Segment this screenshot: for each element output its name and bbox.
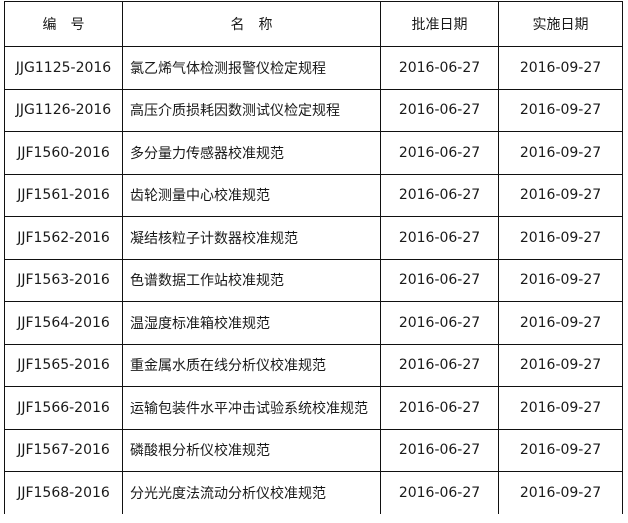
standards-table: 编 号 名 称 批准日期 实施日期 JJG1125-2016 氯乙烯气体检测报警仪… (4, 1, 623, 514)
table-row: JJF1563-2016 色谱数据工作站校准规范 2016-06-27 2016-09… (4, 258, 623, 302)
table-row: JJF1568-2016 分光光度法流动分析仪校准规范 2016-06-27 2016… (4, 471, 623, 514)
approval-date: 2016-06-27 (380, 386, 499, 430)
standard-number: JJG1125-2016 (4, 46, 123, 90)
header-approval-date: 批准日期 (380, 1, 499, 47)
approval-date: 2016-06-27 (380, 428, 499, 472)
standard-name: 温湿度标准箱校准规范 (122, 301, 381, 345)
standard-number: JJF1566-2016 (4, 386, 123, 430)
standard-number: JJF1565-2016 (4, 343, 123, 387)
effective-date: 2016-09-27 (498, 386, 623, 430)
effective-date: 2016-09-27 (498, 428, 623, 472)
standard-name: 多分量力传感器校准规范 (122, 131, 381, 175)
approval-date: 2016-06-27 (380, 131, 499, 175)
table-row: JJF1566-2016 运输包装件水平冲击试验系统校准规范 2016-06-27 2… (4, 386, 623, 430)
effective-date: 2016-09-27 (498, 46, 623, 90)
approval-date: 2016-06-27 (380, 88, 499, 132)
table-row: JJF1561-2016 齿轮测量中心校准规范 2016-06-27 2016-09-… (4, 173, 623, 217)
standard-name: 分光光度法流动分析仪校准规范 (122, 471, 381, 514)
table-row: JJF1565-2016 重金属水质在线分析仪校准规范 2016-06-27 2016… (4, 343, 623, 387)
standard-name: 凝结核粒子计数器校准规范 (122, 216, 381, 260)
effective-date: 2016-09-27 (498, 343, 623, 387)
standard-name: 氯乙烯气体检测报警仪检定规程 (122, 46, 381, 90)
standard-name: 高压介质损耗因数测试仪检定规程 (122, 88, 381, 132)
standard-number: JJF1568-2016 (4, 471, 123, 514)
standard-name: 重金属水质在线分析仪校准规范 (122, 343, 381, 387)
table-row: JJF1560-2016 多分量力传感器校准规范 2016-06-27 2016-09… (4, 131, 623, 175)
standard-number: JJF1561-2016 (4, 173, 123, 217)
effective-date: 2016-09-27 (498, 88, 623, 132)
standard-number: JJG1126-2016 (4, 88, 123, 132)
table-header-row: 编 号 名 称 批准日期 实施日期 (4, 1, 623, 47)
table-row: JJF1562-2016 凝结核粒子计数器校准规范 2016-06-27 2016-0… (4, 216, 623, 260)
standard-number: JJF1564-2016 (4, 301, 123, 345)
effective-date: 2016-09-27 (498, 301, 623, 345)
table-row: JJG1126-2016 高压介质损耗因数测试仪检定规程 2016-06-27 201… (4, 88, 623, 132)
standard-name: 齿轮测量中心校准规范 (122, 173, 381, 217)
standard-number: JJF1563-2016 (4, 258, 123, 302)
approval-date: 2016-06-27 (380, 471, 499, 514)
table-body: JJG1125-2016 氯乙烯气体检测报警仪检定规程 2016-06-27 2016… (4, 46, 623, 514)
table-row: JJG1125-2016 氯乙烯气体检测报警仪检定规程 2016-06-27 2016… (4, 46, 623, 90)
standard-name: 色谱数据工作站校准规范 (122, 258, 381, 302)
table-row: JJF1564-2016 温湿度标准箱校准规范 2016-06-27 2016-09-… (4, 301, 623, 345)
effective-date: 2016-09-27 (498, 258, 623, 302)
header-effective-date: 实施日期 (498, 1, 623, 47)
header-name: 名 称 (122, 1, 381, 47)
effective-date: 2016-09-27 (498, 131, 623, 175)
approval-date: 2016-06-27 (380, 46, 499, 90)
header-number: 编 号 (4, 1, 123, 47)
approval-date: 2016-06-27 (380, 173, 499, 217)
approval-date: 2016-06-27 (380, 343, 499, 387)
table-row: JJF1567-2016 磷酸根分析仪校准规范 2016-06-27 2016-09-… (4, 428, 623, 472)
effective-date: 2016-09-27 (498, 471, 623, 514)
approval-date: 2016-06-27 (380, 258, 499, 302)
approval-date: 2016-06-27 (380, 301, 499, 345)
standard-number: JJF1562-2016 (4, 216, 123, 260)
effective-date: 2016-09-27 (498, 173, 623, 217)
standard-name: 磷酸根分析仪校准规范 (122, 428, 381, 472)
effective-date: 2016-09-27 (498, 216, 623, 260)
standard-number: JJF1560-2016 (4, 131, 123, 175)
standard-name: 运输包装件水平冲击试验系统校准规范 (122, 386, 381, 430)
standard-number: JJF1567-2016 (4, 428, 123, 472)
approval-date: 2016-06-27 (380, 216, 499, 260)
